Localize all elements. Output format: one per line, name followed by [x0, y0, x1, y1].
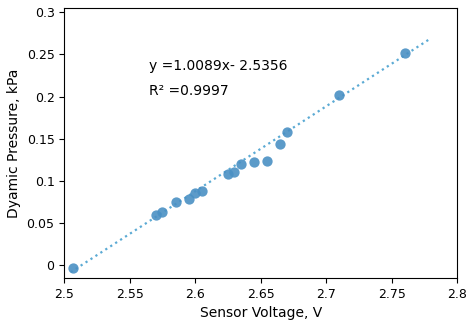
Text: R² =0.9997: R² =0.9997	[149, 84, 229, 98]
Point	[401, 50, 409, 55]
Point	[283, 129, 291, 134]
Point	[152, 212, 160, 217]
Point	[276, 141, 284, 146]
Point	[172, 199, 179, 204]
Point	[198, 188, 206, 194]
Y-axis label: Dyamic Pressure, kPa: Dyamic Pressure, kPa	[7, 68, 21, 217]
Point	[250, 160, 258, 165]
Point	[185, 197, 192, 202]
X-axis label: Sensor Voltage, V: Sensor Voltage, V	[200, 306, 322, 320]
Point	[70, 265, 77, 270]
Text: y =1.0089x- 2.5356: y =1.0089x- 2.5356	[149, 59, 288, 73]
Point	[231, 170, 238, 175]
Point	[224, 171, 232, 177]
Point	[237, 161, 245, 166]
Point	[336, 92, 343, 97]
Point	[264, 159, 271, 164]
Point	[191, 191, 199, 196]
Point	[159, 209, 166, 215]
